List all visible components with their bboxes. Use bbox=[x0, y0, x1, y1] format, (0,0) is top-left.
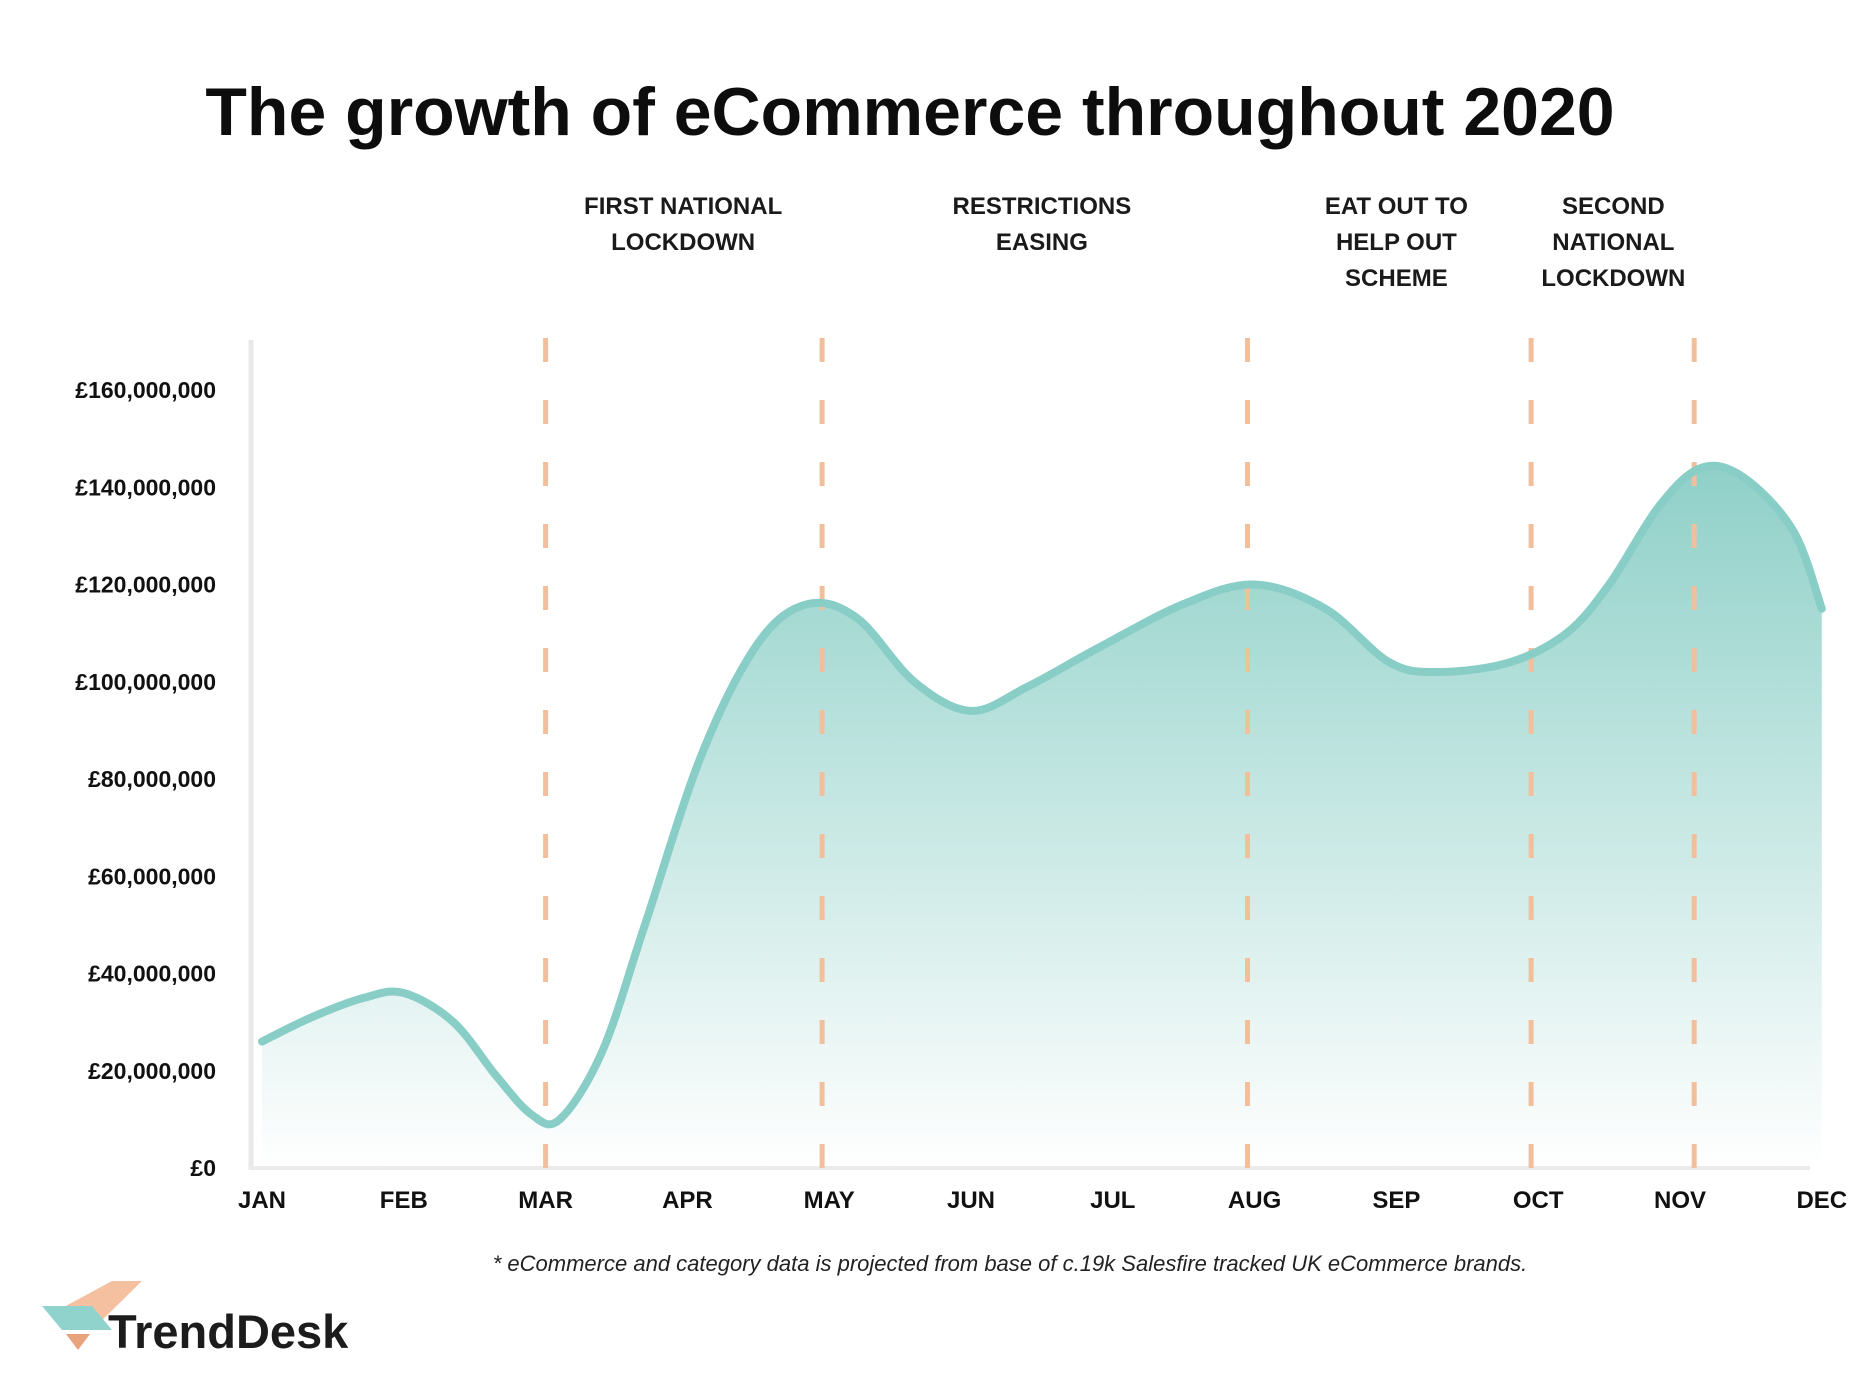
event-lines bbox=[543, 338, 1697, 1168]
trenddesk-logo: TrendDesk bbox=[42, 1281, 349, 1358]
event-annotations: FIRST NATIONAL LOCKDOWN RESTRICTIONS EASING… bbox=[584, 193, 1685, 292]
series-line bbox=[258, 461, 1826, 1129]
y-tick-label: £160,000,000 bbox=[75, 377, 216, 403]
y-tick-label: £120,000,000 bbox=[75, 572, 216, 598]
logo-mark-icon bbox=[42, 1281, 142, 1350]
y-tick-label: £80,000,000 bbox=[88, 766, 216, 792]
x-tick-label: NOV bbox=[1654, 1187, 1706, 1214]
x-axis-ticks: JAN FEB MAR APR MAY JUN JUL AUG SEP OCT NOV DEC bbox=[238, 1187, 1847, 1214]
y-axis-ticks: £0 £20,000,000 £40,000,000 £60,000,000 £80,0… bbox=[75, 377, 216, 1181]
plot-area bbox=[248, 338, 1826, 1170]
event-annotation-3: EAT OUT TO HELP OUT SCHEME bbox=[1325, 193, 1468, 292]
y-tick-label: £100,000,000 bbox=[75, 669, 216, 695]
event-annotation-4: SECOND NATIONAL LOCKDOWN bbox=[1541, 193, 1685, 292]
y-tick-label: £20,000,000 bbox=[88, 1058, 216, 1084]
x-tick-label: JUL bbox=[1090, 1187, 1135, 1214]
area-fill bbox=[262, 465, 1822, 1168]
footnote: * eCommerce and category data is project… bbox=[493, 1251, 1527, 1276]
x-tick-label: APR bbox=[662, 1187, 713, 1214]
x-tick-label: SEP bbox=[1372, 1187, 1420, 1214]
chart-title: The growth of eCommerce throughout 2020 bbox=[205, 74, 1614, 150]
x-tick-label: FEB bbox=[380, 1187, 428, 1214]
y-tick-label: £0 bbox=[190, 1155, 216, 1181]
logo-wordmark: TrendDesk bbox=[108, 1305, 349, 1358]
y-tick-label: £40,000,000 bbox=[88, 961, 216, 987]
x-tick-label: JUN bbox=[947, 1187, 995, 1214]
event-annotation-1: FIRST NATIONAL LOCKDOWN bbox=[584, 193, 782, 256]
y-tick-label: £60,000,000 bbox=[88, 863, 216, 889]
x-tick-label: OCT bbox=[1513, 1187, 1564, 1214]
x-tick-label: JAN bbox=[238, 1187, 286, 1214]
x-tick-label: DEC bbox=[1796, 1187, 1847, 1214]
x-tick-label: MAR bbox=[518, 1187, 573, 1214]
event-annotation-2: RESTRICTIONS EASING bbox=[953, 193, 1132, 256]
y-tick-label: £140,000,000 bbox=[75, 474, 216, 500]
x-tick-label: AUG bbox=[1228, 1187, 1281, 1214]
x-tick-label: MAY bbox=[804, 1187, 855, 1214]
